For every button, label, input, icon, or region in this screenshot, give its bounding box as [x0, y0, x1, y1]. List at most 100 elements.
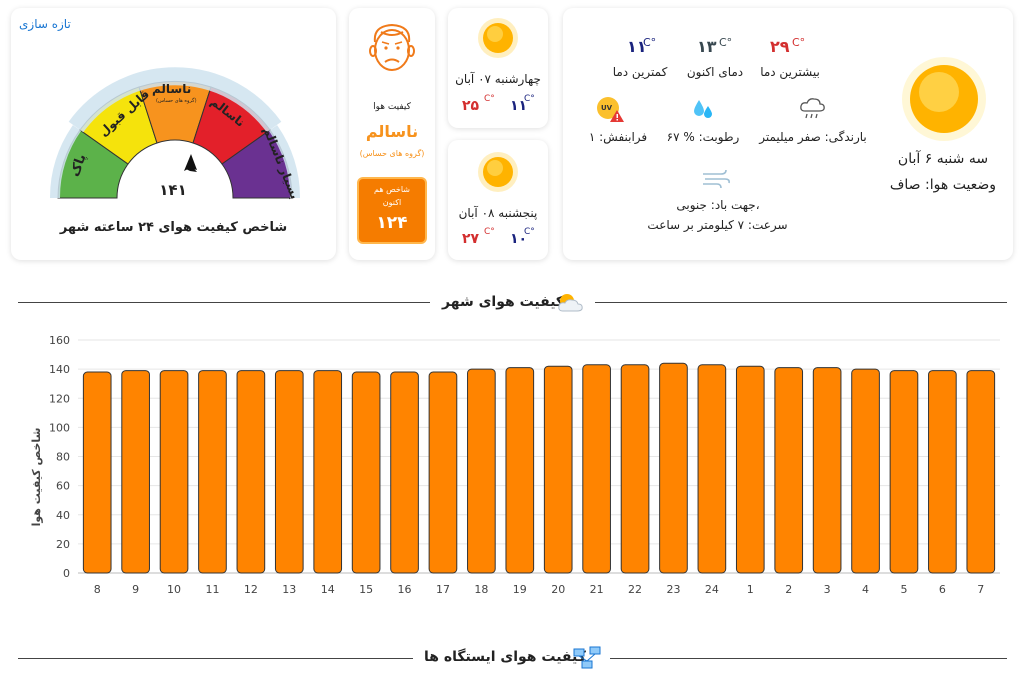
forecast-day-2: پنجشنبه ۰۸ آبان [458, 206, 538, 220]
forecast-card-1: چهارشنبه ۰۷ آبان ۲۵ C° ۱۱ C° [448, 8, 548, 128]
chart-bar[interactable] [274, 370, 304, 574]
chart-bar[interactable] [620, 364, 650, 574]
today-max-label: بیشترین دما [760, 65, 820, 79]
chart-x-tick: 4 [862, 583, 869, 596]
today-max-value: ۲۹ [770, 37, 790, 56]
section-divider [610, 658, 1007, 659]
gauge-title: شاخص کیفیت هوای ۲۴ ساعته شهر [59, 220, 288, 235]
chart-bar[interactable] [198, 370, 227, 574]
aqi-now-label-1: شاخص هم [374, 185, 410, 194]
sun-icon [478, 18, 518, 58]
chart-x-tick: 6 [939, 583, 946, 596]
chart-bar[interactable] [812, 367, 842, 574]
chart-x-tick: 2 [785, 583, 792, 596]
chart-bar[interactable] [428, 371, 458, 574]
gauge-card: تازه سازی پاک قابل قبول ناسالم (گروه های… [11, 8, 336, 260]
chart-bar[interactable] [851, 368, 880, 574]
forecast-min-2: ۱۰ [510, 231, 528, 247]
chart-bar[interactable] [543, 365, 573, 574]
chart-bar[interactable] [390, 371, 419, 574]
chart-x-tick: 8 [94, 583, 101, 596]
uv-icon [597, 97, 624, 122]
aqi-now-box: شاخص هم اکنون ۱۲۴ [359, 179, 425, 242]
chart-y-tick: 80 [56, 451, 70, 464]
chart-bar[interactable] [659, 362, 688, 574]
chart-y-axis-label: شاخص کیفیت هوا [30, 428, 43, 527]
section-stations-title: کیفیت هوای ایستگاه ها [424, 649, 586, 665]
chart-bar[interactable] [313, 370, 343, 574]
chart-bar[interactable] [582, 364, 611, 574]
gauge-seg-sensitive: ناسالم [152, 82, 192, 96]
network-stations-icon [573, 646, 601, 669]
aqi-now-value: ۱۲۴ [376, 213, 408, 233]
today-wind-speed: سرعت: ۷ کیلومتر بر ساعت [647, 218, 788, 232]
refresh-link[interactable]: تازه سازی [19, 17, 71, 31]
today-now-label: دمای اکنون [686, 65, 744, 79]
today-min-value: ۱۱ [627, 37, 647, 56]
aqi-status-card: کیفیت هوا ناسالم (گروه های حساس) شاخص هم… [349, 8, 435, 260]
forecast-min-unit-1: C° [524, 94, 535, 104]
forecast-max-2: ۲۷ [462, 231, 480, 247]
chart-bar[interactable] [735, 365, 765, 574]
chart-x-tick: 12 [244, 583, 258, 596]
humidity-icon [694, 100, 712, 118]
chart-y-tick: 140 [49, 363, 70, 376]
gauge-seg-sensitive-sub: (گروه های حساس) [156, 98, 197, 104]
aqi-label: کیفیت هوا [373, 102, 411, 112]
forecast-max-1: ۲۵ [462, 98, 480, 114]
chart-x-tick: 23 [666, 583, 680, 596]
forecast-max-unit-2: C° [484, 227, 495, 237]
chart-x-tick: 1 [747, 583, 754, 596]
chart-bar[interactable] [505, 367, 535, 574]
chart-bar[interactable] [351, 371, 381, 574]
today-wind-dir: جهت باد: جنوبی، [676, 198, 760, 212]
uv-badge: UV [601, 104, 613, 112]
chart-x-tick: 11 [205, 583, 219, 596]
chart-y-tick: 40 [56, 509, 70, 522]
today-humidity: رطوبت: % ۶۷ [666, 130, 740, 144]
chart-bar[interactable] [121, 370, 150, 574]
chart-x-tick: 10 [167, 583, 181, 596]
chart-x-tick: 22 [628, 583, 642, 596]
today-max-unit: C° [792, 36, 806, 49]
partly-cloudy-icon [558, 294, 583, 312]
chart-x-tick: 24 [705, 583, 719, 596]
today-min-label: کمترین دما [612, 65, 668, 79]
forecast-min-unit-2: C° [524, 227, 535, 237]
today-date: سه شنبه ۶ آبان [897, 151, 989, 167]
today-condition: وضعیت هوا: صاف [889, 177, 997, 193]
forecast-min-1: ۱۱ [510, 98, 528, 114]
chart-bar[interactable] [159, 370, 189, 574]
chart-bar[interactable] [82, 371, 112, 574]
forecast-day-1: چهارشنبه ۰۷ آبان [455, 72, 541, 86]
chart-x-tick: 7 [977, 583, 984, 596]
chart-x-tick: 9 [132, 583, 139, 596]
chart-x-tick: 16 [398, 583, 412, 596]
section-city-title: کیفیت هوای شهر [442, 294, 565, 310]
chart-y-tick: 0 [63, 567, 70, 580]
chart-bar[interactable] [966, 370, 996, 574]
section-divider [18, 302, 430, 303]
section-divider [595, 302, 1007, 303]
rain-cloud-icon [800, 98, 825, 119]
sun-icon [478, 152, 518, 192]
chart-y-tick: 100 [49, 421, 70, 434]
chart-x-tick: 3 [824, 583, 831, 596]
forecast-card-2: پنجشنبه ۰۸ آبان ۲۷ C° ۱۰ C° [448, 140, 548, 260]
today-rain: بارندگی: صفر میلیمتر [759, 130, 867, 144]
chart-bar[interactable] [236, 370, 266, 574]
today-weather-card: ۲۹ C° بیشترین دما ۱۳ C° دمای اکنون ۱۱ C°… [563, 8, 1013, 260]
chart-bar[interactable] [889, 370, 919, 574]
today-now-unit: C° [719, 36, 733, 49]
chart-bar[interactable] [928, 370, 957, 574]
chart-bar[interactable] [774, 367, 804, 574]
chart-bar[interactable] [467, 368, 496, 574]
sad-face-icon [369, 23, 415, 71]
chart-bar[interactable] [697, 364, 727, 574]
chart-x-tick: 15 [359, 583, 373, 596]
today-now-value: ۱۳ [697, 37, 717, 56]
chart-x-tick: 5 [900, 583, 907, 596]
today-uv: فرابنفش: ۱ [588, 130, 648, 144]
chart-x-tick: 14 [321, 583, 335, 596]
